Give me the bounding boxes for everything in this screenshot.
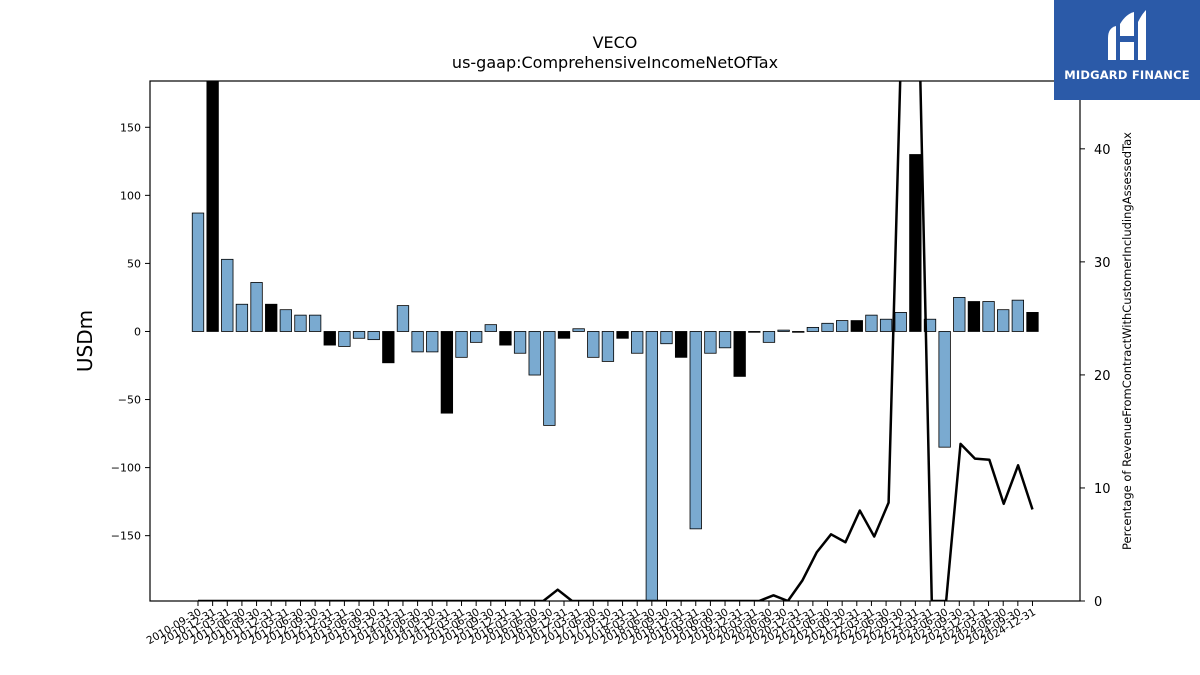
bar <box>660 331 673 345</box>
bar <box>440 331 454 414</box>
bar <box>1026 312 1039 332</box>
bar <box>250 282 263 332</box>
bar <box>689 331 702 530</box>
bar <box>762 331 776 343</box>
bar <box>308 314 322 332</box>
bar <box>587 331 600 358</box>
bar <box>982 301 995 332</box>
percentage-line-path <box>198 81 1034 601</box>
bar <box>777 329 790 332</box>
y2-tick-label: 40 <box>1094 143 1111 158</box>
bar <box>953 297 966 332</box>
bar <box>279 309 292 332</box>
chart-title: VECO <box>593 33 638 52</box>
bar <box>704 331 717 354</box>
bar <box>235 303 249 332</box>
bar <box>484 324 497 332</box>
midgard-logo-icon <box>1108 10 1146 60</box>
bar <box>382 331 395 364</box>
bar <box>938 331 951 448</box>
bar <box>909 154 922 332</box>
bar <box>850 320 863 332</box>
y-tick-label: −50 <box>118 394 141 407</box>
plot-frame <box>149 80 1081 602</box>
bar <box>616 331 629 339</box>
bar <box>572 328 585 332</box>
bar <box>396 305 410 332</box>
bar <box>821 322 834 332</box>
bar <box>265 303 278 332</box>
bar <box>323 331 336 346</box>
y-tick-label: 50 <box>127 257 141 270</box>
chart-subtitle: us-gaap:ComprehensiveIncomeNetOfTax <box>452 53 778 72</box>
bar <box>631 331 644 354</box>
axes: −150−100−500501001500102030402010-09-302… <box>111 80 1111 647</box>
bar <box>865 314 878 332</box>
bar <box>191 212 205 332</box>
bar <box>221 258 234 332</box>
bar <box>923 318 937 332</box>
bar <box>879 318 893 332</box>
y-tick-label: 100 <box>120 189 141 202</box>
bar <box>513 331 527 354</box>
bar <box>411 331 424 353</box>
y-tick-label: 150 <box>120 121 141 134</box>
y2-axis-label: Percentage of RevenueFromContractWithCus… <box>1120 132 1134 550</box>
y2-tick-label: 20 <box>1094 369 1111 384</box>
bar <box>836 320 849 332</box>
y2-tick-label: 30 <box>1094 256 1111 271</box>
bar <box>601 331 615 362</box>
bar <box>543 331 556 426</box>
bar <box>806 326 820 332</box>
bar <box>338 331 351 347</box>
bar <box>748 331 761 333</box>
bar <box>294 314 307 332</box>
bar <box>1011 299 1024 332</box>
percentage-line <box>198 81 1034 601</box>
y2-tick-label: 10 <box>1094 482 1111 497</box>
bar <box>894 312 907 332</box>
bars <box>191 81 1039 601</box>
midgard-finance-logo: MIDGARD FINANCE <box>1054 0 1200 100</box>
bar <box>718 331 732 349</box>
logo-text: MIDGARD FINANCE <box>1064 68 1190 82</box>
bar <box>557 331 571 339</box>
bar <box>499 331 512 346</box>
y-tick-label: −100 <box>111 462 141 475</box>
bar <box>645 331 658 601</box>
bar <box>733 331 746 377</box>
y-axis-label: USDm <box>73 310 97 372</box>
bar <box>792 331 805 333</box>
y-tick-label: 0 <box>134 325 141 338</box>
bar <box>967 301 981 332</box>
bar <box>426 331 439 353</box>
bar <box>455 331 468 358</box>
bar <box>367 331 380 341</box>
bar <box>674 331 688 358</box>
bar <box>470 331 483 343</box>
bar <box>352 331 366 339</box>
bar <box>528 331 541 376</box>
y2-tick-label: 0 <box>1094 595 1102 610</box>
y-tick-label: −150 <box>111 530 141 543</box>
bar <box>997 309 1010 332</box>
bar <box>206 81 219 332</box>
